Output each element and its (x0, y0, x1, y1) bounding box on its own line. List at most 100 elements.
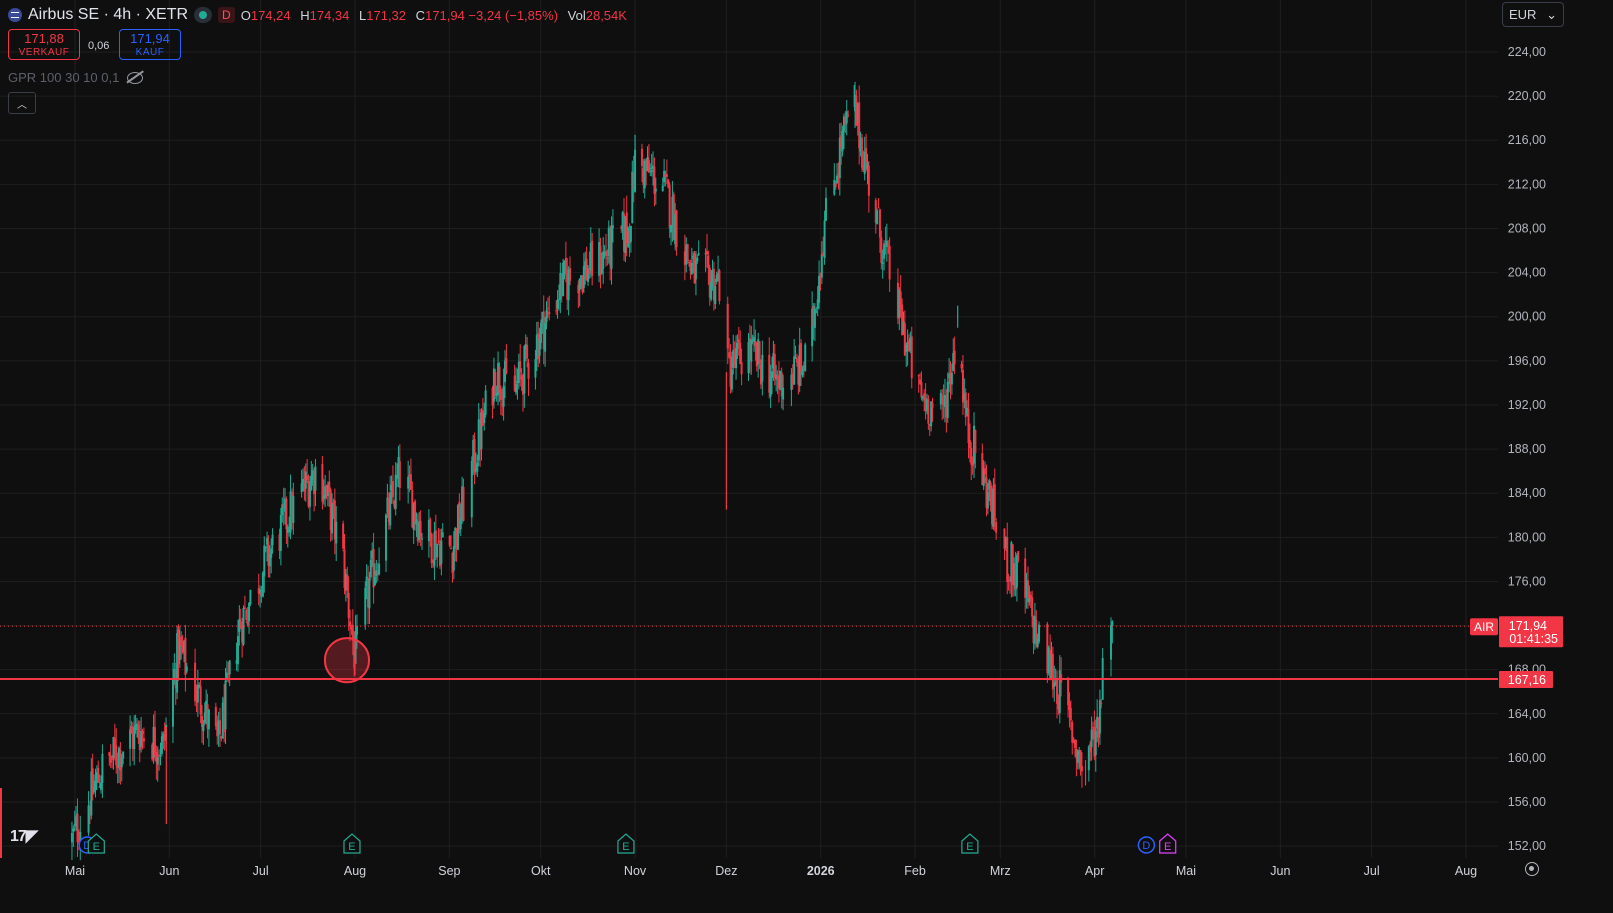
candle (159, 742, 162, 766)
candle (523, 344, 526, 408)
data-badge[interactable]: D (218, 7, 235, 23)
earnings-marker[interactable]: E (961, 833, 979, 854)
candle (715, 271, 718, 285)
candle-body (627, 227, 630, 247)
grid (0, 0, 1498, 858)
earnings-marker[interactable]: E (87, 833, 105, 854)
candle-body (134, 724, 137, 731)
candle-body (216, 722, 219, 737)
candle (461, 476, 464, 525)
candle (854, 81, 857, 129)
candle-body (364, 587, 367, 625)
candle-body (898, 289, 901, 318)
candle (454, 526, 457, 562)
candle-body (163, 734, 166, 740)
candle (156, 746, 159, 782)
candle-body (566, 274, 569, 300)
candle-body (517, 361, 520, 383)
ohlc-readout: O174,24 H174,34 L171,32 C171,94 −3,24 (−… (240, 7, 627, 23)
candle-body (239, 621, 242, 629)
candle (883, 240, 886, 271)
candle-body (373, 576, 376, 585)
candle (347, 576, 350, 631)
settings-icon[interactable] (1525, 862, 1539, 876)
candle-body (196, 684, 199, 703)
candle (245, 608, 248, 624)
currency-select[interactable]: EUR ⌄ (1502, 2, 1564, 27)
symbol-title[interactable]: Airbus SE · 4h · XETR (28, 6, 189, 23)
candle-body (985, 477, 988, 508)
candle (355, 614, 358, 649)
candle (390, 475, 393, 504)
candle (654, 177, 657, 205)
candle (343, 534, 346, 595)
candle-body (1004, 537, 1007, 548)
candle (1098, 689, 1101, 745)
candle (185, 662, 188, 674)
candle (995, 518, 998, 540)
y-tick-label: 200,00 (1508, 310, 1546, 324)
candle (670, 224, 673, 246)
x-tick-label: Jul (253, 864, 269, 878)
candle-body (141, 731, 144, 734)
candle-body (94, 780, 97, 791)
candle-body (599, 245, 602, 276)
candle-body (910, 336, 913, 379)
candle-body (133, 726, 136, 750)
candle-body (470, 460, 473, 518)
candle-body (690, 262, 693, 275)
candle-body (866, 162, 869, 170)
candle (495, 385, 498, 402)
current-price-value: 171,94 (1509, 619, 1547, 633)
candle (257, 573, 260, 606)
candle-body (472, 440, 475, 462)
candle (740, 348, 743, 386)
candle-body (1032, 615, 1035, 643)
candle-body (342, 523, 345, 549)
candle (797, 355, 800, 395)
candle (546, 297, 549, 319)
buy-button[interactable]: 171,94 KAUF (119, 29, 181, 60)
candle (1049, 634, 1052, 681)
candle-body (647, 159, 650, 173)
earnings-marker[interactable]: E (343, 833, 361, 854)
candle-body (160, 736, 163, 754)
candle-body (452, 546, 455, 571)
candle-body (171, 679, 174, 727)
x-tick-label: Feb (904, 864, 926, 878)
earnings-marker[interactable]: E (617, 833, 635, 854)
candle-body (753, 336, 756, 342)
candle-body (225, 672, 228, 680)
candle (1031, 590, 1034, 628)
candle-body (497, 363, 500, 395)
indicator-label: GPR 100 30 10 0,1 (8, 70, 120, 85)
candle-body (353, 639, 356, 669)
candle (865, 133, 868, 172)
candle (675, 209, 678, 256)
candle (264, 545, 267, 553)
candle-body (791, 373, 794, 384)
candle (115, 728, 118, 774)
candle (802, 361, 805, 378)
indicator-legend[interactable]: GPR 100 30 10 0,1 (8, 70, 144, 85)
candle-body (1035, 619, 1038, 645)
candle (109, 744, 112, 768)
tradingview-logo[interactable]: 17◤ (10, 828, 38, 845)
candle (133, 715, 136, 766)
candle (206, 693, 209, 739)
candle (263, 536, 266, 593)
candle-body (498, 366, 501, 393)
earnings-marker[interactable]: E (1159, 833, 1177, 854)
y-tick-label: 220,00 (1508, 89, 1546, 103)
eye-off-icon[interactable] (127, 71, 144, 84)
sell-button[interactable]: 171,88 VERKAUF (8, 29, 80, 60)
market-status-icon[interactable] (194, 7, 213, 23)
collapse-legend-button[interactable]: ︿ (8, 92, 36, 114)
candle (845, 99, 848, 136)
candle (246, 606, 249, 627)
x-tick-label: Mai (65, 864, 85, 878)
dividend-marker[interactable]: D (1137, 836, 1156, 854)
x-tick-label: Jul (1364, 864, 1380, 878)
candle (539, 319, 542, 350)
